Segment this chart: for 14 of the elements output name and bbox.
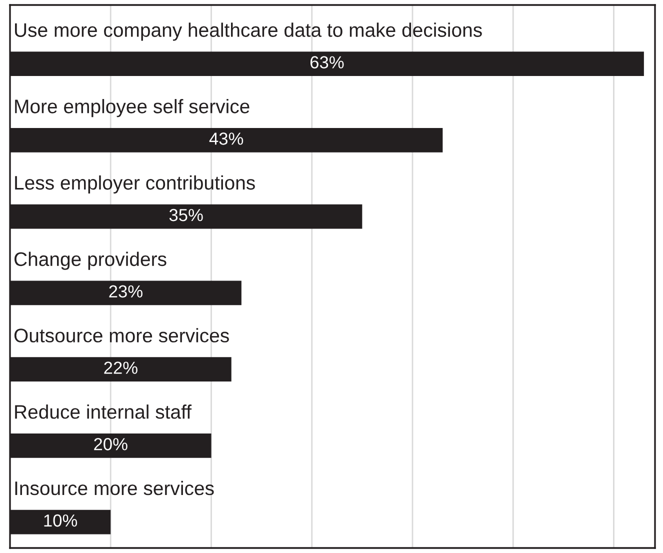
data-label: 43% (209, 132, 244, 145)
y-tick-label: Less employer contributions (15, 175, 255, 194)
y-tick-label: Outsource more services (14, 328, 229, 342)
data-label: 35% (169, 208, 203, 222)
data-label: 20% (94, 438, 128, 450)
y-tick-label: Change providers (14, 252, 166, 270)
data-label: 22% (104, 362, 138, 374)
data-label: 10% (44, 514, 78, 527)
y-tick-label: Use more company healthcare data to make decisions (15, 22, 482, 41)
y-tick-label: More employee self service (15, 99, 250, 118)
y-tick-label: Insource more services (15, 480, 214, 496)
data-label: 23% (109, 285, 142, 298)
y-tick-label: Reduce internal staff (15, 404, 192, 419)
data-label: 63% (310, 56, 344, 68)
